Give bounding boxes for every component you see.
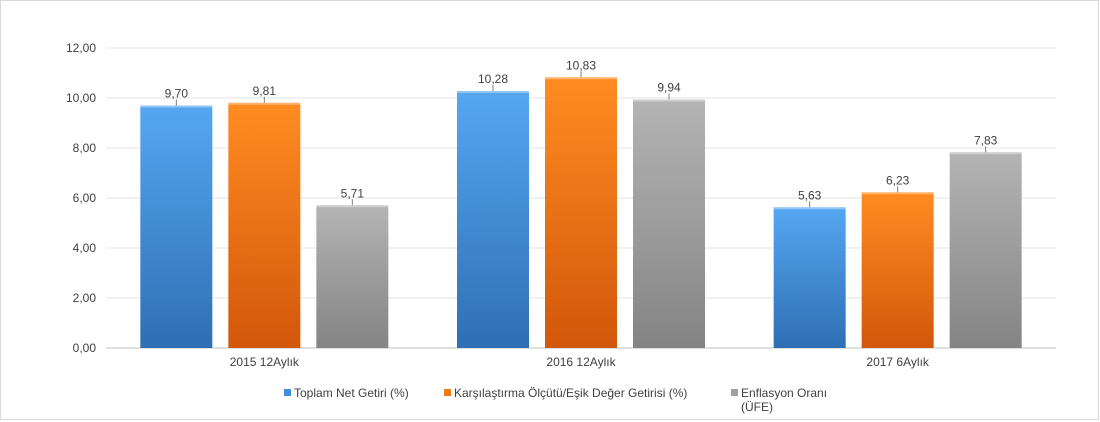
bar-highlight: [316, 205, 389, 208]
bar-highlight: [457, 91, 529, 93]
bar-highlight: [545, 77, 617, 80]
data-label: 10,83: [566, 58, 596, 72]
bar-highlight: [228, 102, 301, 105]
data-label: 9,70: [165, 87, 189, 101]
y-tick-label: 12,00: [66, 41, 96, 55]
bar-highlight: [633, 99, 705, 102]
data-label: 9,81: [253, 84, 277, 98]
x-category-label: 2017 6Aylık: [866, 355, 929, 369]
y-tick-label: 2,00: [73, 291, 97, 305]
bar-series-2-cat-0: [316, 205, 389, 348]
data-label: 6,23: [886, 173, 910, 187]
bar-series-0-cat-2: [773, 207, 846, 348]
data-label: 5,63: [798, 188, 822, 202]
y-tick-label: 4,00: [73, 241, 97, 255]
bar-highlight: [949, 152, 1022, 155]
legend-swatch-gray: [731, 389, 738, 396]
bar-series-1-cat-2: [861, 192, 934, 348]
data-label: 7,83: [974, 133, 998, 147]
legend-label: Toplam Net Getiri (%): [294, 386, 409, 400]
bar-series-2-cat-2: [949, 152, 1022, 348]
x-category-label: 2016 12Aylık: [546, 355, 616, 369]
bar-highlight: [773, 207, 846, 210]
y-tick-label: 6,00: [73, 191, 97, 205]
legend-label-line-2: (ÜFE): [741, 400, 773, 414]
bar-series-2-cat-1: [633, 99, 705, 348]
legend-label-line-1: Enflasyon Oranı: [741, 386, 828, 400]
legend-item-enflasyon-orani: Enflasyon Oranı (ÜFE): [731, 386, 827, 414]
bar-series-0-cat-1: [457, 91, 529, 348]
x-category-label: 2015 12Aylık: [230, 355, 300, 369]
legend-label-multiline: Enflasyon Oranı (ÜFE): [741, 386, 827, 414]
y-tick-label: 0,00: [73, 341, 97, 355]
bar-layer: [140, 77, 1022, 348]
legend-item-toplam-net-getiri: Toplam Net Getiri (%): [284, 386, 409, 400]
y-tick-label: 8,00: [73, 141, 97, 155]
legend-swatch-blue: [284, 389, 291, 396]
legend-label: Karşılaştırma Ölçütü/Eşik Değer Getirisi…: [454, 386, 688, 400]
bar-highlight: [140, 105, 213, 108]
bar-series-0-cat-0: [140, 105, 213, 348]
data-label: 10,28: [478, 72, 508, 86]
legend-item-karsilastirma-olcutu: Karşılaştırma Ölçütü/Eşik Değer Getirisi…: [444, 386, 687, 400]
data-label: 9,94: [657, 81, 681, 95]
label-layer: 0,00 2,00 4,00 6,00 8,00 10,00 12,00 9,70 9,81 5,…: [66, 41, 998, 369]
legend-swatch-orange: [444, 389, 451, 396]
bar-series-1-cat-1: [545, 77, 617, 348]
bar-highlight: [861, 192, 934, 195]
data-label: 5,71: [341, 186, 365, 200]
y-tick-label: 10,00: [66, 91, 96, 105]
bar-series-1-cat-0: [228, 102, 301, 348]
